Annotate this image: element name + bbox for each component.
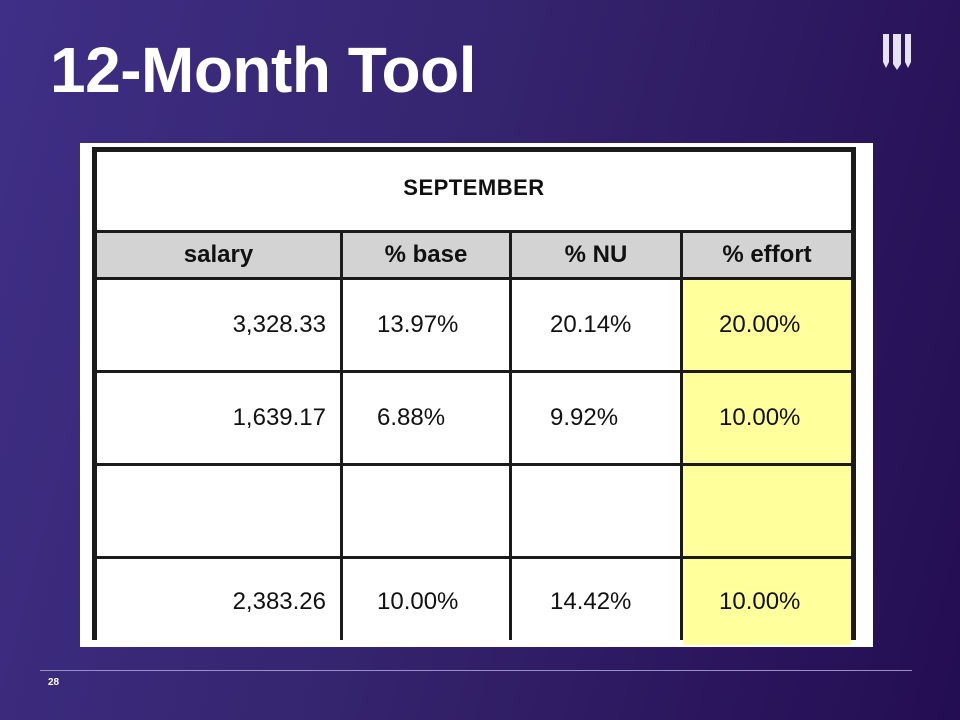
table-cell-percent-base: 10.00% — [343, 559, 509, 645]
university-logo-icon — [883, 34, 911, 70]
column-header-percent-effort: % effort — [683, 233, 851, 277]
effort-table: SEPTEMBER salary % base % NU % effort 3,… — [92, 147, 856, 645]
column-header-percent-base: % base — [343, 233, 509, 277]
effort-table-image: SEPTEMBER salary % base % NU % effort 3,… — [80, 143, 873, 647]
table-cell-salary — [97, 466, 340, 556]
table-cell-percent-nu: 14.42% — [512, 559, 680, 645]
page-number: 28 — [48, 677, 60, 688]
table-cell-percent-effort: 10.00% — [683, 559, 851, 645]
slide-title: 12-Month Tool — [50, 34, 477, 106]
table-cell-salary: 3,328.33 — [97, 280, 340, 370]
table-cell-percent-effort — [683, 466, 851, 556]
table-cell-percent-base — [343, 466, 509, 556]
table-cell-salary: 1,639.17 — [97, 373, 340, 463]
table-cell-percent-effort: 20.00% — [683, 280, 851, 370]
column-header-salary: salary — [97, 233, 340, 277]
table-cell-percent-effort: 10.00% — [683, 373, 851, 463]
table-cell-salary: 2,383.26 — [97, 559, 340, 645]
table-cell-percent-nu — [512, 466, 680, 556]
table-cell-percent-nu: 20.14% — [512, 280, 680, 370]
footer-divider — [40, 670, 912, 671]
table-cell-percent-base: 6.88% — [343, 373, 509, 463]
column-header-percent-nu: % NU — [512, 233, 680, 277]
table-month-header: SEPTEMBER — [97, 152, 851, 230]
table-cell-percent-nu: 9.92% — [512, 373, 680, 463]
table-cell-percent-base: 13.97% — [343, 280, 509, 370]
